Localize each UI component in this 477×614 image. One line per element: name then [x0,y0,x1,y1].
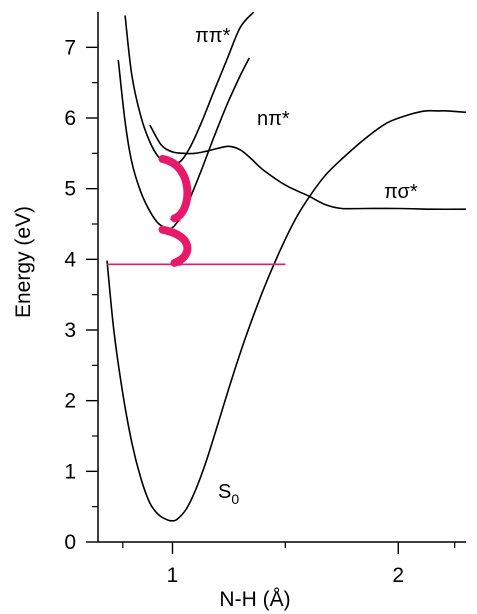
label-s0: S0 [218,481,239,507]
pisigma-star-curve [149,124,466,211]
y-tick-label: 2 [64,390,76,413]
label-pisigma-star: πσ* [384,181,418,203]
relaxation-arrow-lower [158,225,192,267]
x-tick-label: 2 [392,564,404,587]
y-axis-label: Energy (eV) [12,206,35,318]
y-tick-label: 1 [64,460,76,483]
relaxation-arrow-upper [158,154,192,223]
label-s0-sub: 0 [231,491,239,507]
npi-star-curve [117,57,251,230]
label-pipi-star: ππ* [195,25,231,47]
y-tick-label: 6 [64,107,76,130]
y-tick-label: 5 [64,178,76,201]
axes: 0 1 2 3 4 5 6 7 1 2 [64,12,466,587]
y-tick-label: 4 [64,248,76,271]
label-s0-main: S [218,481,231,503]
y-tick-label: 3 [64,319,76,342]
x-tick-label: 1 [167,564,179,587]
curves [106,12,466,522]
annotations [107,154,286,267]
label-npi-star: nπ* [257,108,290,130]
x-axis-label: N-H (Å) [219,588,290,611]
y-tick-label: 7 [64,36,76,59]
y-tick-label: 0 [64,531,76,554]
s0-curve [106,109,466,522]
